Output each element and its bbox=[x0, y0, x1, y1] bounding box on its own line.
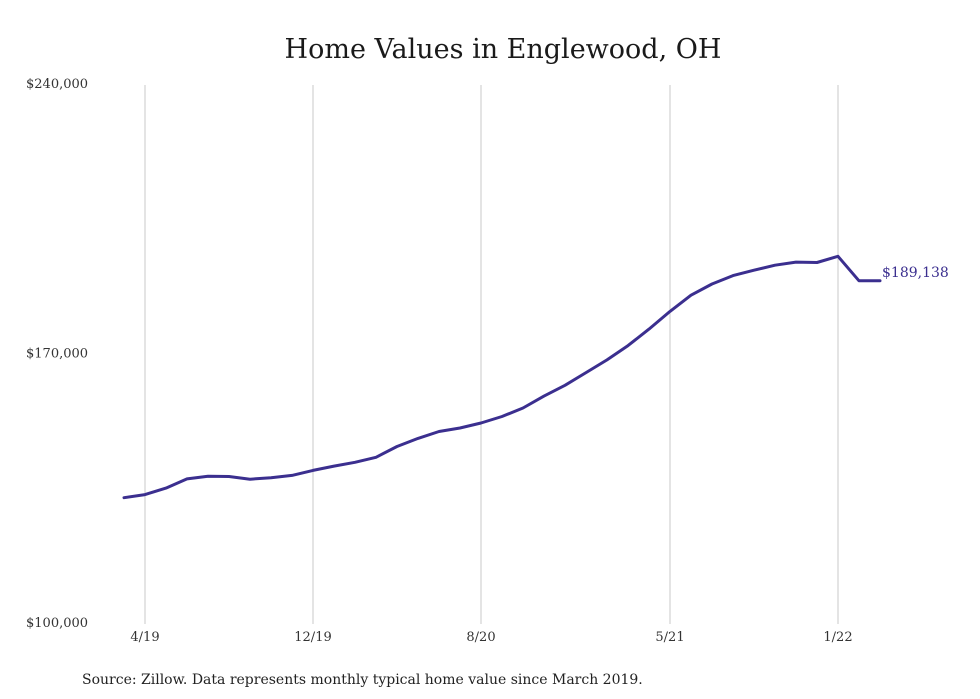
x-tick-label: 4/19 bbox=[130, 630, 159, 645]
y-tick-label: $240,000 bbox=[26, 77, 88, 92]
y-axis: $240,000 $170,000 $100,000 bbox=[26, 77, 88, 631]
y-tick-label: $170,000 bbox=[26, 347, 88, 362]
x-axis: 4/19 12/19 8/20 5/21 1/22 bbox=[130, 85, 853, 645]
x-tick-label: 1/22 bbox=[823, 630, 852, 645]
series-line bbox=[122, 254, 882, 500]
end-value-label: $189,138 bbox=[882, 265, 949, 281]
x-tick-label: 8/20 bbox=[466, 630, 495, 645]
x-tick-label: 12/19 bbox=[294, 630, 331, 645]
chart-title: Home Values in Englewood, OH bbox=[285, 34, 722, 65]
y-tick-label: $100,000 bbox=[26, 616, 88, 631]
x-tick-label: 5/21 bbox=[655, 630, 684, 645]
source-note: Source: Zillow. Data represents monthly … bbox=[82, 672, 643, 688]
